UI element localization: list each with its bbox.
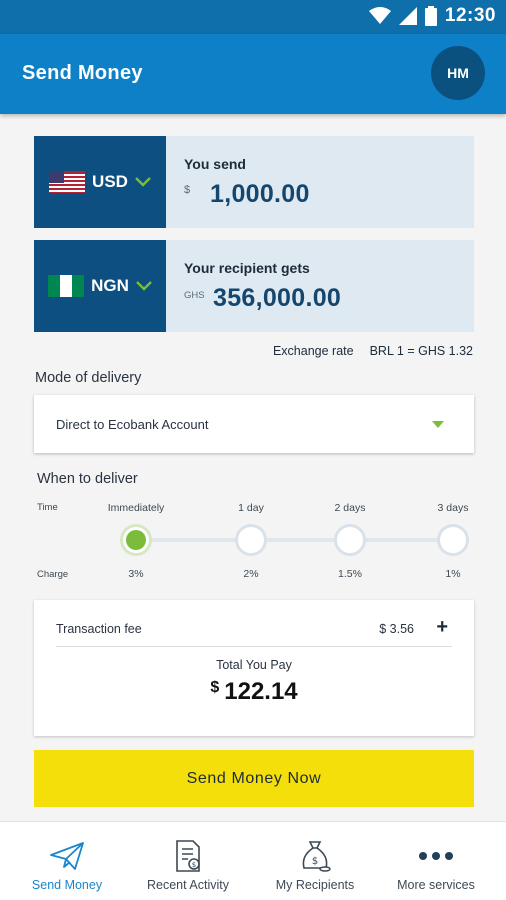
fee-summary-card: Transaction fee $ 3.56 + Total You Pay $… — [34, 600, 474, 736]
receipt-icon: $ — [176, 840, 200, 872]
status-bar: 12:30 — [0, 0, 506, 34]
nav-label: Recent Activity — [147, 878, 229, 892]
delivery-option-2-days[interactable] — [334, 524, 366, 556]
delivery-option-immediately[interactable] — [120, 524, 152, 556]
divider — [56, 646, 452, 647]
transaction-fee-value: $ 3.56 — [379, 622, 414, 636]
total-pay: $122.14 — [34, 678, 474, 706]
total-currency-symbol: $ — [210, 679, 220, 696]
nav-recent-activity[interactable]: $ Recent Activity — [136, 822, 240, 900]
us-flag-icon — [49, 171, 86, 193]
money-bag-icon: $ — [302, 841, 331, 872]
exchange-rate-value: BRL 1 = GHS 1.32 — [369, 344, 473, 358]
send-currency-symbol: $ — [184, 184, 191, 196]
bottom-navigation: Send Money $ Recent Activity $ My Recipi… — [0, 821, 506, 900]
nav-label: My Recipients — [275, 878, 355, 892]
transaction-fee-label: Transaction fee — [56, 622, 142, 636]
paper-plane-icon — [50, 842, 84, 870]
receive-amount-label: Your recipient gets — [184, 260, 310, 276]
more-dots-icon — [419, 852, 453, 860]
receive-amount-box: Your recipient gets GHS 356,000.00 — [166, 240, 474, 332]
status-time: 12:30 — [444, 5, 496, 26]
receive-currency-symbol: GHS — [184, 290, 205, 301]
delivery-option-charge: 3% — [128, 568, 144, 580]
total-pay-label: Total You Pay — [216, 658, 292, 672]
receive-amount-value: 356,000.00 — [213, 284, 342, 312]
delivery-option-charge: 1% — [445, 568, 461, 580]
delivery-mode-label: Mode of delivery — [35, 370, 142, 386]
svg-text:$: $ — [192, 861, 196, 869]
nav-label: More services — [397, 878, 475, 892]
delivery-option-time: 1 day — [238, 502, 264, 514]
time-row-label: Time — [37, 502, 58, 513]
delivery-timeline-track — [136, 538, 454, 542]
receive-amount-row: NGN Your recipient gets GHS 356,000.00 — [34, 240, 474, 332]
chevron-down-icon — [136, 281, 152, 291]
nav-label: Send Money — [31, 878, 103, 892]
delivery-option-1-day[interactable] — [235, 524, 267, 556]
delivery-option-time: Immediately — [107, 502, 165, 514]
wifi-icon — [368, 7, 391, 24]
send-currency-selector[interactable]: USD — [34, 136, 166, 228]
exchange-rate: Exchange rate BRL 1 = GHS 1.32 — [273, 344, 473, 358]
nav-more-services[interactable]: More services — [386, 822, 486, 900]
nav-my-recipients[interactable]: $ My Recipients — [264, 822, 366, 900]
expand-fee-button[interactable]: + — [436, 616, 448, 638]
delivery-option-time: 3 days — [437, 502, 469, 514]
delivery-option-charge: 1.5% — [338, 568, 362, 580]
receive-currency-code: NGN — [91, 276, 129, 295]
send-amount-box[interactable]: You send $ 1,000.00 — [166, 136, 474, 228]
total-pay-amount: 122.14 — [224, 678, 298, 705]
nigeria-flag-icon — [48, 275, 85, 297]
send-amount-label: You send — [184, 156, 246, 172]
delivery-option-3-days[interactable] — [437, 524, 469, 556]
page-title: Send Money — [22, 62, 143, 84]
delivery-option-time: 2 days — [334, 502, 366, 514]
nav-send-money[interactable]: Send Money — [18, 822, 116, 900]
send-amount-row: USD You send $ 1,000.00 — [34, 136, 474, 228]
send-amount-value: 1,000.00 — [210, 180, 310, 208]
send-money-now-button[interactable]: Send Money Now — [34, 750, 474, 807]
delivery-option-charge: 2% — [243, 568, 259, 580]
exchange-rate-label: Exchange rate — [272, 344, 354, 358]
avatar[interactable]: HM — [431, 46, 485, 100]
dropdown-caret-icon — [432, 421, 444, 428]
signal-icon — [398, 7, 417, 25]
receive-currency-selector[interactable]: NGN — [34, 240, 166, 332]
delivery-mode-value: Direct to Ecobank Account — [56, 416, 209, 432]
battery-icon — [424, 6, 437, 26]
send-currency-code: USD — [92, 172, 128, 191]
delivery-mode-dropdown[interactable]: Direct to Ecobank Account — [34, 395, 474, 453]
charge-row-label: Charge — [37, 569, 69, 580]
chevron-down-icon — [135, 177, 151, 187]
app-bar: Send Money — [0, 34, 506, 114]
svg-text:$: $ — [312, 856, 318, 867]
when-to-deliver-label: When to deliver — [37, 471, 138, 487]
